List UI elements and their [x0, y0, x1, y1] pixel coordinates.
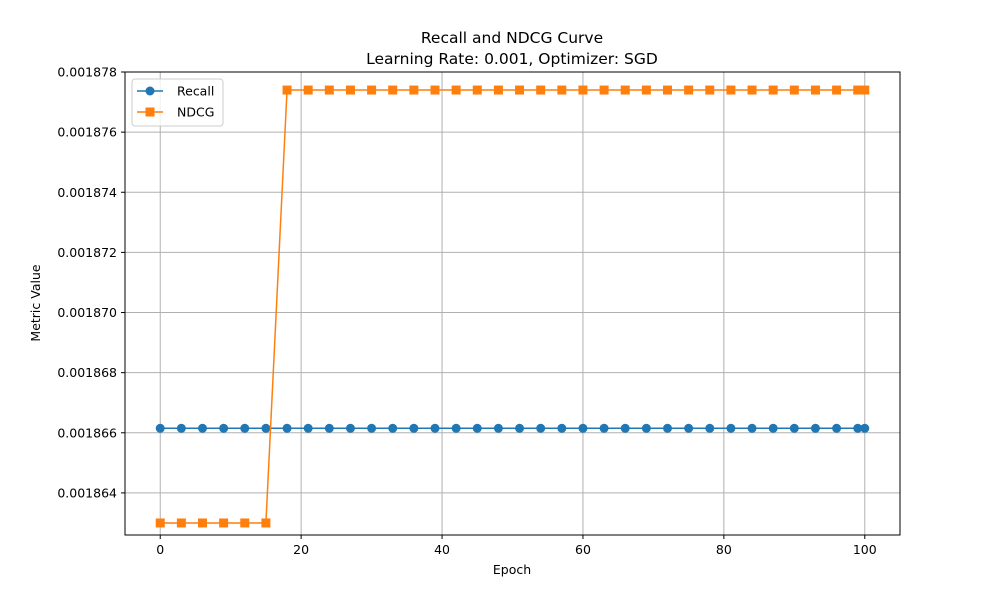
x-tick-label: 80: [716, 542, 732, 557]
legend-ndcg-marker: [145, 107, 155, 117]
ndcg-point: [705, 85, 715, 95]
ndcg-point: [515, 85, 525, 95]
recall-point: [860, 423, 870, 433]
recall-point: [832, 423, 842, 433]
ndcg-point: [768, 85, 778, 95]
ndcg-point: [726, 85, 736, 95]
ndcg-point: [219, 518, 229, 528]
recall-point: [367, 423, 377, 433]
y-tick-label: 0.001878: [57, 65, 117, 80]
ndcg-point: [620, 85, 630, 95]
y-tick-label: 0.001872: [57, 245, 117, 260]
ndcg-series-line: [160, 89, 865, 524]
recall-point: [240, 423, 250, 433]
recall-point: [684, 423, 694, 433]
ndcg-point: [493, 85, 503, 95]
ndcg-point: [832, 85, 842, 95]
plot-frame: [124, 71, 901, 536]
recall-point: [747, 423, 757, 433]
ndcg-point: [303, 85, 313, 95]
recall-point: [176, 423, 186, 433]
ndcg-point: [155, 518, 165, 528]
y-tick-label: 0.001870: [57, 305, 117, 320]
recall-point: [472, 423, 482, 433]
recall-point: [726, 423, 736, 433]
recall-point: [705, 423, 715, 433]
ndcg-point: [430, 85, 440, 95]
recall-point: [620, 423, 630, 433]
ndcg-point: [451, 85, 461, 95]
legend-recall-label: Recall: [177, 84, 214, 99]
ndcg-point: [345, 85, 355, 95]
ndcg-point: [860, 85, 870, 95]
ndcg-point: [578, 85, 588, 95]
ndcg-point: [261, 518, 271, 528]
y-axis-label: Metric Value: [28, 264, 43, 341]
ndcg-point: [240, 518, 250, 528]
x-tick-label: 40: [434, 542, 450, 557]
y-tick-label: 0.001876: [57, 125, 117, 140]
recall-point: [430, 423, 440, 433]
recall-point: [515, 423, 525, 433]
y-tick-label: 0.001874: [57, 185, 117, 200]
ndcg-point: [282, 85, 292, 95]
ndcg-point: [663, 85, 672, 95]
x-axis-label: Epoch: [493, 562, 531, 577]
recall-point: [345, 423, 355, 433]
x-tick-label: 20: [293, 542, 309, 557]
recall-point: [789, 423, 799, 433]
recall-point: [388, 423, 398, 433]
recall-point: [324, 423, 334, 433]
recall-point: [282, 423, 292, 433]
legend: Recall NDCG: [131, 78, 224, 127]
y-tick-label: 0.001864: [57, 485, 117, 500]
recall-point: [493, 423, 503, 433]
ndcg-point: [810, 85, 820, 95]
recall-point: [261, 423, 271, 433]
recall-point: [663, 423, 672, 433]
ndcg-point: [198, 518, 207, 528]
chart-subtitle: Learning Rate: 0.001, Optimizer: SGD: [366, 50, 658, 68]
x-tick-label: 100: [853, 542, 877, 557]
ndcg-point: [789, 85, 799, 95]
ndcg-point: [641, 85, 651, 95]
ndcg-point: [599, 85, 609, 95]
recall-point: [451, 423, 461, 433]
ndcg-point: [388, 85, 398, 95]
recall-point: [409, 423, 419, 433]
ndcg-point: [324, 85, 334, 95]
recall-point: [810, 423, 820, 433]
ndcg-point: [367, 85, 377, 95]
grid-layer: [125, 71, 900, 535]
ndcg-point: [557, 85, 567, 95]
recall-point: [768, 423, 778, 433]
recall-point: [536, 423, 546, 433]
series-layer: [155, 85, 870, 528]
y-tick-label: 0.001866: [57, 425, 117, 440]
ndcg-point: [747, 85, 757, 95]
ndcg-point: [176, 518, 186, 528]
tick-layer: 0 20 40 60 80 100 0.001864 0.001866 0.001868 0.00…: [57, 65, 876, 558]
recall-point: [641, 423, 651, 433]
recall-point: [578, 423, 588, 433]
ndcg-point: [409, 85, 419, 95]
recall-point: [155, 423, 165, 433]
x-tick-label: 60: [575, 542, 591, 557]
ndcg-point: [853, 85, 863, 95]
ndcg-point: [684, 85, 694, 95]
legend-recall-marker: [145, 86, 155, 96]
recall-point: [599, 423, 609, 433]
recall-point: [219, 423, 229, 433]
ndcg-point: [472, 85, 482, 95]
recall-point: [557, 423, 567, 433]
chart-title: Recall and NDCG Curve: [421, 29, 603, 47]
legend-ndcg-label: NDCG: [177, 105, 214, 120]
ndcg-point: [536, 85, 546, 95]
y-tick-label: 0.001868: [57, 365, 117, 380]
x-tick-label: 0: [156, 542, 164, 557]
recall-point: [198, 423, 207, 433]
recall-point: [853, 423, 863, 433]
recall-point: [303, 423, 313, 433]
